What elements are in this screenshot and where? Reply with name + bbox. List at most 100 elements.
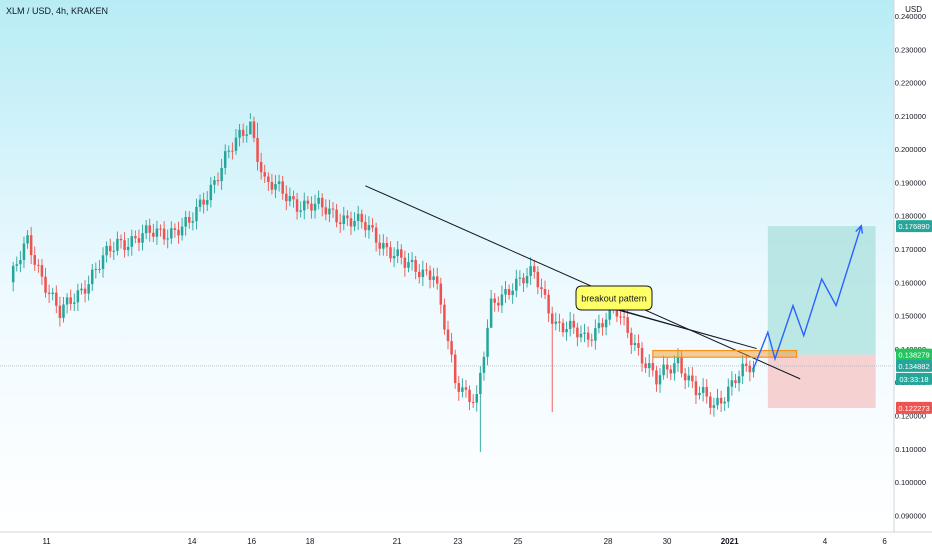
candle-body — [37, 264, 40, 266]
candle — [144, 219, 148, 240]
candle-body — [360, 213, 364, 223]
candle — [360, 209, 364, 229]
candle-body — [137, 238, 141, 243]
breakout-zone[interactable] — [652, 349, 798, 358]
candle — [378, 234, 381, 256]
candle — [712, 397, 716, 417]
candle — [80, 283, 83, 295]
candle — [166, 229, 169, 249]
candle — [58, 296, 62, 327]
projection-path[interactable] — [752, 225, 862, 370]
candle-body — [407, 261, 410, 268]
candle — [647, 354, 651, 378]
candle-body — [511, 290, 514, 295]
candle-body — [338, 222, 342, 225]
candle-body — [680, 357, 683, 374]
candle — [432, 268, 435, 288]
target-price-tag-text: 0.176890 — [898, 222, 929, 231]
stop-zone[interactable] — [767, 354, 876, 408]
price-tick-label: 0.190000 — [895, 178, 926, 187]
candle-body — [572, 320, 576, 328]
breakout-callout[interactable]: breakout pattern — [575, 285, 757, 350]
time-tick-label: 2021 — [721, 537, 739, 546]
candle — [26, 230, 29, 249]
time-tick-label: 18 — [306, 537, 315, 546]
current-price-tag-green-text: 0.138279 — [898, 351, 929, 360]
candle-body — [604, 319, 608, 328]
candle — [216, 172, 220, 186]
price-tick-label: 0.240000 — [895, 12, 926, 21]
candle-body — [259, 161, 263, 173]
candle-body — [705, 387, 708, 397]
candle — [202, 192, 205, 214]
candle — [694, 375, 698, 404]
candle — [191, 212, 195, 231]
candle — [597, 314, 601, 334]
candle-body — [392, 255, 396, 259]
candle — [29, 226, 33, 265]
time-tick-label: 4 — [823, 537, 828, 546]
time-tick-label: 14 — [188, 537, 197, 546]
candle — [450, 332, 453, 363]
candle-body — [353, 220, 356, 227]
candle-body — [62, 304, 65, 318]
candle-body — [44, 276, 47, 293]
target-zone[interactable] — [767, 226, 876, 355]
candle-body — [331, 208, 335, 210]
candle — [709, 392, 712, 415]
candle — [267, 172, 270, 191]
candle-body — [665, 364, 669, 370]
candle-body — [303, 200, 306, 211]
candle — [590, 333, 593, 347]
candle — [331, 202, 335, 218]
candle-body — [432, 276, 435, 280]
candle — [536, 266, 540, 295]
candle-body — [482, 356, 486, 373]
candle-body — [213, 180, 216, 185]
candle-body — [400, 249, 403, 258]
candle — [417, 264, 421, 284]
candle — [152, 223, 155, 243]
candle-body — [119, 238, 123, 241]
candle — [525, 267, 529, 288]
projection-arrowhead — [855, 224, 864, 234]
candle-body — [507, 289, 511, 295]
candle — [37, 258, 40, 273]
candle-body — [108, 245, 112, 252]
candle — [680, 350, 683, 378]
candle — [421, 260, 425, 287]
candle — [101, 247, 105, 278]
candle-body — [601, 323, 604, 328]
candle — [579, 325, 583, 343]
candle-body — [550, 313, 554, 324]
candle — [425, 262, 428, 276]
candle — [126, 237, 130, 257]
candle — [73, 293, 76, 312]
candle-body — [741, 363, 744, 377]
candle — [486, 319, 489, 366]
candle-body — [310, 203, 313, 211]
candle — [626, 310, 629, 339]
candle — [572, 313, 576, 334]
candle — [198, 194, 202, 212]
candle-body — [123, 240, 126, 251]
candle — [493, 292, 496, 312]
currency-label: USD — [905, 5, 922, 14]
candle — [98, 260, 101, 274]
candle — [683, 367, 687, 390]
candle-body — [349, 218, 353, 227]
candle-body — [443, 304, 446, 330]
candle-body — [651, 363, 655, 371]
candle — [630, 327, 633, 354]
candle — [51, 287, 54, 301]
candle-body — [328, 208, 331, 215]
candle — [259, 152, 263, 180]
candle-body — [669, 369, 673, 374]
candle-body — [274, 183, 277, 190]
candle-body — [382, 243, 385, 249]
candle — [328, 199, 331, 223]
symbol-header: XLM / USD, 4h, KRAKEN — [6, 6, 109, 16]
candle-body — [51, 292, 54, 295]
trendline[interactable] — [365, 185, 801, 380]
